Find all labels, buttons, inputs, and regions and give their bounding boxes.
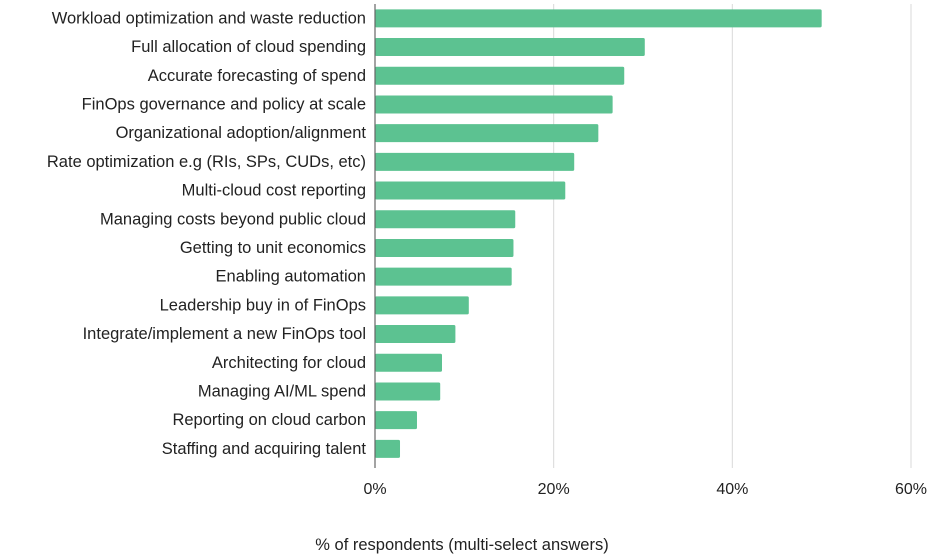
bar [375,9,822,28]
category-label: Architecting for cloud [212,354,366,372]
bar [375,382,441,401]
category-label: FinOps governance and policy at scale [82,95,366,113]
category-label: Accurate forecasting of spend [148,67,366,85]
category-label: Getting to unit economics [180,239,366,257]
bar [375,95,613,114]
bar [375,210,516,229]
bar [375,152,575,171]
bars [375,9,822,458]
category-label: Integrate/implement a new FinOps tool [83,325,366,343]
category-label: Reporting on cloud carbon [172,411,366,429]
bar [375,38,645,57]
bar [375,439,401,458]
category-label: Workload optimization and waste reductio… [52,9,366,27]
category-label: Full allocation of cloud spending [131,38,366,56]
tick-labels: 0% 20% 40% 60% [363,481,927,498]
category-label: Enabling automation [216,268,366,286]
bar [375,411,417,430]
category-label: Rate optimization e.g (RIs, SPs, CUDs, e… [47,153,366,171]
x-tick-label: 40% [716,481,748,498]
category-label: Leadership buy in of FinOps [160,296,366,314]
x-axis-title: % of respondents (multi-select answers) [315,536,608,554]
bar [375,66,625,85]
bar [375,353,442,372]
bar [375,238,514,257]
bar [375,181,566,200]
bar [375,325,456,344]
x-tick-label: 0% [363,481,386,498]
bar [375,267,512,286]
bar [375,124,599,143]
category-label: Multi-cloud cost reporting [182,182,366,200]
category-label: Managing costs beyond public cloud [100,210,366,228]
x-tick-label: 20% [538,481,570,498]
category-labels: Workload optimization and waste reductio… [47,9,367,458]
category-label: Staffing and acquiring talent [162,440,367,458]
category-label: Managing AI/ML spend [198,382,366,400]
bar [375,296,469,315]
x-tick-label: 60% [895,481,927,498]
category-label: Organizational adoption/alignment [116,124,367,142]
